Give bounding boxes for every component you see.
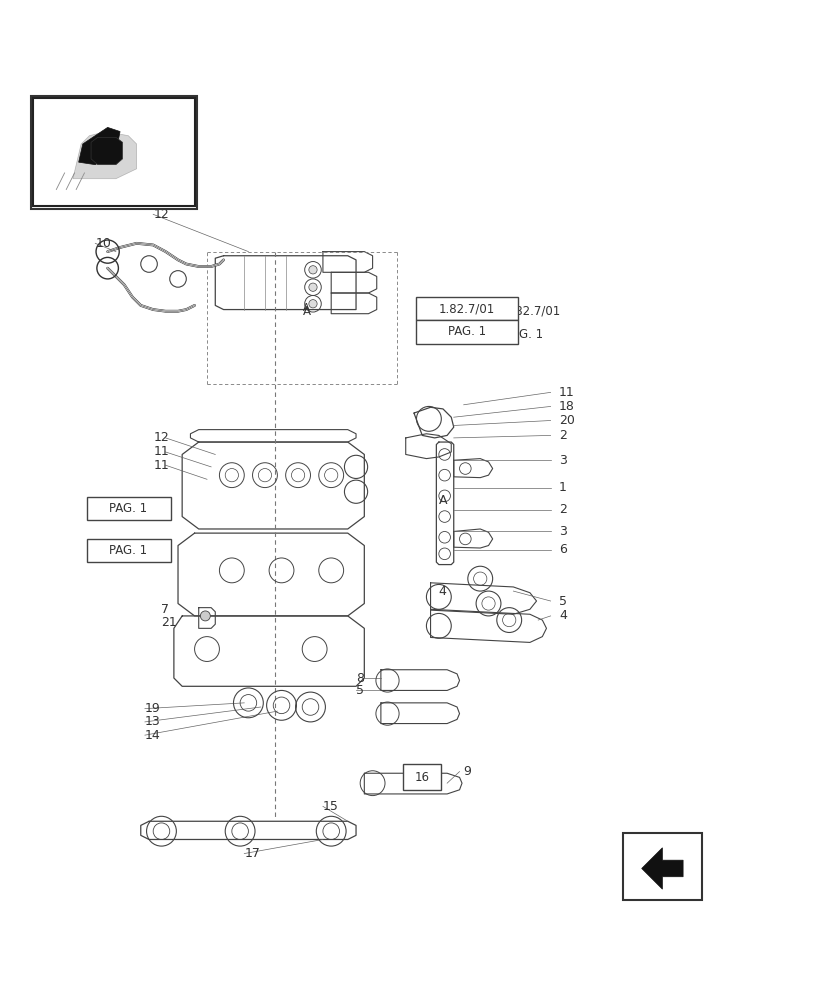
FancyBboxPatch shape xyxy=(403,764,441,790)
FancyBboxPatch shape xyxy=(87,497,170,520)
Text: 4: 4 xyxy=(558,609,566,622)
Text: 2: 2 xyxy=(558,429,566,442)
Circle shape xyxy=(308,266,317,274)
Bar xyxy=(420,301,515,319)
Text: A: A xyxy=(303,303,309,313)
Text: 6: 6 xyxy=(558,543,566,556)
FancyBboxPatch shape xyxy=(31,96,197,209)
Text: 9: 9 xyxy=(463,765,471,778)
Text: 12: 12 xyxy=(153,208,169,221)
Text: PAG. 1: PAG. 1 xyxy=(109,544,147,557)
Text: 21: 21 xyxy=(161,616,177,629)
Circle shape xyxy=(200,611,210,621)
Text: A: A xyxy=(303,305,311,318)
Bar xyxy=(405,765,438,786)
FancyBboxPatch shape xyxy=(622,833,701,900)
Circle shape xyxy=(308,300,317,308)
Text: 1.82.7/01: 1.82.7/01 xyxy=(504,305,561,318)
Bar xyxy=(91,498,165,517)
Text: 3: 3 xyxy=(558,525,566,538)
Text: 1: 1 xyxy=(558,481,566,494)
Text: PAG. 1: PAG. 1 xyxy=(504,328,543,341)
Circle shape xyxy=(308,283,317,291)
Text: 5: 5 xyxy=(558,595,566,608)
Text: 7: 7 xyxy=(161,603,170,616)
Polygon shape xyxy=(641,848,682,889)
Bar xyxy=(91,541,165,560)
Text: 2: 2 xyxy=(558,503,566,516)
FancyBboxPatch shape xyxy=(415,297,518,320)
FancyBboxPatch shape xyxy=(87,539,170,562)
Text: 11: 11 xyxy=(153,445,169,458)
Polygon shape xyxy=(73,132,136,179)
Text: 10: 10 xyxy=(95,237,111,250)
Text: 5: 5 xyxy=(356,684,364,697)
Text: 18: 18 xyxy=(558,400,574,413)
Polygon shape xyxy=(79,127,120,165)
Text: 11: 11 xyxy=(558,386,574,399)
Text: 14: 14 xyxy=(145,729,160,742)
Text: PAG. 1: PAG. 1 xyxy=(128,546,166,559)
Text: PAG. 1: PAG. 1 xyxy=(447,325,485,338)
Text: 3: 3 xyxy=(558,454,566,467)
Text: 16: 16 xyxy=(414,771,429,784)
Text: 11: 11 xyxy=(153,459,169,472)
Polygon shape xyxy=(91,137,122,165)
Text: 19: 19 xyxy=(145,702,160,715)
Text: 15: 15 xyxy=(323,800,338,813)
Text: A: A xyxy=(438,494,447,507)
Text: 13: 13 xyxy=(145,715,160,728)
Text: 8: 8 xyxy=(356,672,364,685)
Bar xyxy=(420,324,515,343)
Text: 12: 12 xyxy=(153,431,169,444)
Text: 1.82.7/01: 1.82.7/01 xyxy=(438,302,495,315)
FancyBboxPatch shape xyxy=(415,320,518,344)
Text: 4: 4 xyxy=(438,585,447,598)
Text: PAG. 1: PAG. 1 xyxy=(109,502,147,515)
Bar xyxy=(33,98,194,206)
Text: 17: 17 xyxy=(244,847,260,860)
Text: PAG. 1: PAG. 1 xyxy=(128,504,166,517)
Text: 20: 20 xyxy=(558,414,574,427)
